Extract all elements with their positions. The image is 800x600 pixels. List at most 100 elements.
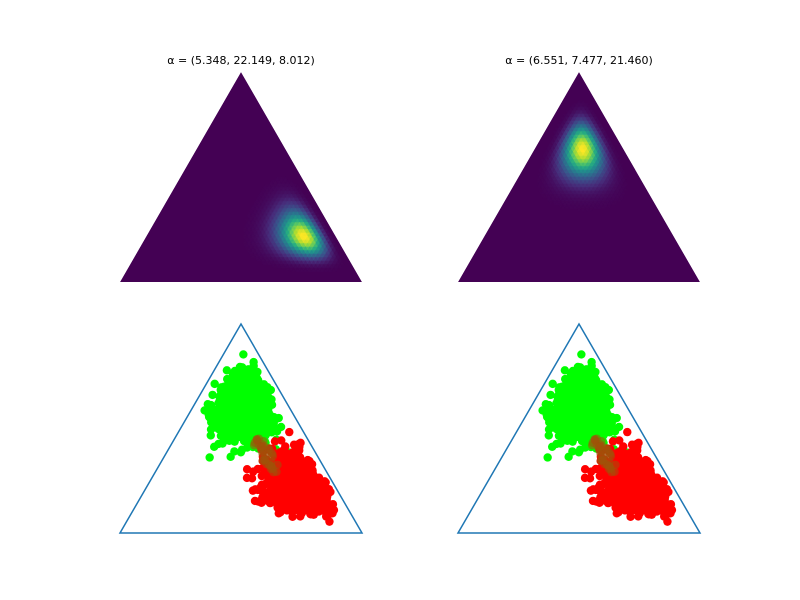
- scatter-point-green: [246, 396, 256, 406]
- scatter-point-green: [206, 431, 215, 440]
- heatmap-cell: [272, 263, 278, 269]
- heatmap-cell: [331, 267, 337, 272]
- scatter-point-green: [253, 419, 263, 428]
- scatter-point-green: [259, 403, 269, 413]
- scatter-point-green: [243, 404, 253, 414]
- heatmap-cell: [592, 204, 598, 209]
- heatmap-cell: [262, 260, 268, 265]
- heatmap-cell: [294, 267, 300, 272]
- scatter-point-green: [546, 390, 555, 400]
- heatmap-cell: [337, 263, 343, 269]
- heatmap-cell: [319, 267, 325, 272]
- scatter-point-red: [294, 490, 303, 500]
- heatmap-cell: [580, 208, 586, 213]
- scatter-point-red: [296, 512, 305, 521]
- scatter-point-red: [325, 517, 334, 526]
- scatter-point-red: [258, 493, 267, 502]
- scatter-points-1: [200, 350, 339, 526]
- heatmap-cell: [600, 204, 606, 209]
- scatter-point-green: [543, 453, 552, 462]
- scatter-point-green: [250, 371, 260, 380]
- heatmap-cells-1: [242, 176, 345, 273]
- heatmap-cell: [307, 267, 313, 272]
- panel-heatmap-2: α = (6.551, 7.477, 21.460): [458, 54, 700, 282]
- scatter-point-red: [285, 427, 294, 437]
- scatter-point-green: [222, 401, 231, 411]
- heatmap-cell: [276, 263, 282, 269]
- heatmap-cell: [256, 256, 262, 262]
- scatter-point-overlap: [252, 435, 262, 444]
- scatter-point-green: [203, 399, 212, 409]
- scatter-point-overlap: [272, 467, 281, 476]
- scatter-point-green: [223, 374, 232, 384]
- heatmap-cell: [596, 204, 602, 209]
- scatter-point-red: [268, 488, 277, 497]
- heatmap-cell: [584, 208, 590, 213]
- scatter-point-green: [239, 350, 248, 359]
- panel-heatmap-1: α = (5.348, 22.149, 8.012): [120, 54, 362, 282]
- heatmap-cell: [290, 267, 296, 272]
- scatter-point-red: [285, 499, 295, 508]
- chart-title-1: α = (5.348, 22.149, 8.012): [167, 54, 315, 67]
- scatter-point-green: [239, 429, 249, 438]
- heatmap-density-1: [120, 72, 362, 282]
- heatmap-cells-2: [536, 99, 628, 213]
- scatter-point-red: [316, 485, 325, 494]
- scatter-point-green: [236, 448, 246, 457]
- heatmap-cell: [298, 267, 305, 272]
- scatter-point-red: [291, 453, 301, 462]
- scatter-point-red: [278, 446, 287, 456]
- heatmap-cell: [311, 267, 317, 272]
- scatter-point-green: [209, 442, 219, 451]
- scatter-point-green: [206, 414, 215, 423]
- scatter-points-2: [538, 350, 677, 526]
- scatter-point-overlap: [268, 452, 277, 461]
- scatter-point-green: [224, 429, 233, 439]
- panel-scatter-1: [118, 322, 364, 534]
- scatter-point-red: [280, 490, 289, 499]
- scatter-point-red: [297, 467, 306, 477]
- scatter-point-red: [305, 506, 314, 516]
- heatmap-cell: [588, 208, 594, 213]
- scatter-point-red: [270, 437, 280, 446]
- chart-title-2: α = (6.551, 7.477, 21.460): [505, 54, 653, 67]
- heatmap-cell: [280, 263, 286, 269]
- scatter-point-green: [276, 422, 286, 432]
- heatmap-cell: [315, 267, 321, 272]
- scatter-point-green: [205, 453, 214, 462]
- panel-scatter-2: [456, 322, 702, 534]
- scatter-point-red: [319, 494, 328, 504]
- heatmap-cell: [610, 200, 616, 206]
- scatter-point-green: [241, 389, 250, 398]
- heatmap-cell: [284, 267, 290, 273]
- heatmap-cell: [323, 267, 329, 272]
- scatter-point-red: [249, 467, 258, 476]
- heatmap-cell: [606, 204, 612, 210]
- heatmap-cell: [622, 186, 628, 192]
- heatmap-cell: [266, 260, 272, 265]
- scatter-point-green: [267, 395, 276, 404]
- scatter-point-red: [256, 482, 266, 492]
- scatter-point-green: [208, 390, 217, 400]
- scatter-point-red: [286, 466, 296, 476]
- scatter-point-overlap: [258, 450, 267, 459]
- heatmap-cell: [250, 253, 256, 258]
- scatter-point-green: [255, 387, 265, 396]
- scatter-point-green: [249, 361, 258, 371]
- heatmap-density-2: [458, 72, 700, 282]
- heatmap-cell: [303, 267, 309, 272]
- scatter-point-red: [242, 473, 252, 483]
- scatter-point-red: [301, 482, 310, 492]
- scatter-point-red: [297, 503, 306, 512]
- scatter-point-red: [320, 477, 329, 486]
- scatter-point-green: [227, 409, 237, 418]
- scatter-point-overlap: [259, 441, 269, 451]
- scatter-point-red: [305, 471, 315, 481]
- scatter-point-green: [233, 369, 243, 379]
- heatmap-cell: [327, 267, 333, 272]
- heatmap-cell: [616, 197, 622, 202]
- scatter-point-green: [216, 420, 225, 430]
- scatter-point-red: [295, 442, 304, 451]
- heatmap-cell: [339, 260, 345, 265]
